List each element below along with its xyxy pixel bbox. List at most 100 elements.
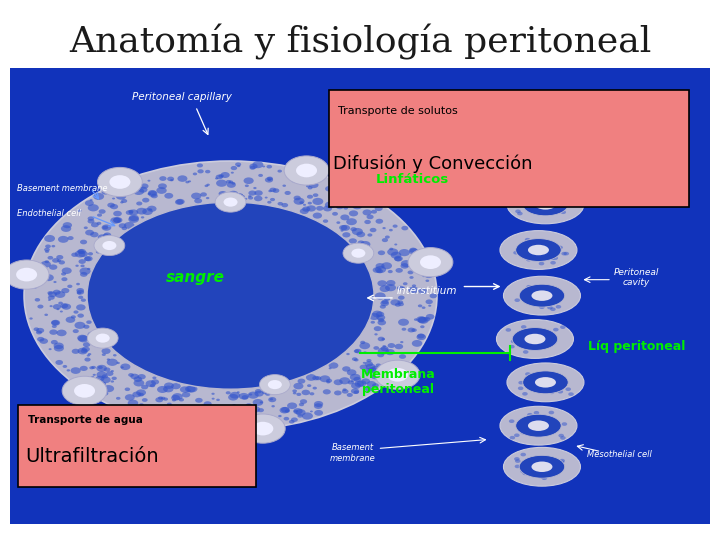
Ellipse shape xyxy=(516,239,561,261)
Ellipse shape xyxy=(523,193,568,216)
Circle shape xyxy=(399,354,406,359)
Circle shape xyxy=(379,285,390,292)
Circle shape xyxy=(258,174,263,177)
Circle shape xyxy=(428,305,431,307)
Circle shape xyxy=(215,406,220,409)
Circle shape xyxy=(282,203,288,207)
Circle shape xyxy=(521,325,526,329)
Circle shape xyxy=(68,236,73,240)
Circle shape xyxy=(505,328,511,332)
Circle shape xyxy=(549,256,555,260)
Circle shape xyxy=(148,193,151,195)
Circle shape xyxy=(85,230,94,235)
Circle shape xyxy=(164,382,174,389)
Circle shape xyxy=(102,241,117,250)
Circle shape xyxy=(291,417,298,422)
Circle shape xyxy=(84,256,91,261)
Circle shape xyxy=(348,380,354,384)
Circle shape xyxy=(553,192,559,196)
Circle shape xyxy=(141,216,144,219)
Circle shape xyxy=(60,310,63,313)
Circle shape xyxy=(51,320,59,325)
Circle shape xyxy=(536,335,541,339)
Circle shape xyxy=(374,346,379,350)
Circle shape xyxy=(121,199,127,203)
Ellipse shape xyxy=(500,406,577,445)
Circle shape xyxy=(510,436,515,440)
Circle shape xyxy=(204,401,212,407)
Circle shape xyxy=(249,422,259,428)
Circle shape xyxy=(149,208,152,211)
Circle shape xyxy=(392,225,397,228)
Circle shape xyxy=(76,381,85,387)
Circle shape xyxy=(172,393,183,400)
Circle shape xyxy=(400,341,403,343)
Circle shape xyxy=(51,245,55,247)
Circle shape xyxy=(265,392,271,396)
Circle shape xyxy=(312,198,323,205)
Circle shape xyxy=(538,330,544,334)
Ellipse shape xyxy=(531,110,552,120)
Circle shape xyxy=(161,415,170,421)
Circle shape xyxy=(341,214,349,220)
Circle shape xyxy=(333,198,339,202)
Circle shape xyxy=(269,187,276,192)
Circle shape xyxy=(237,165,240,167)
Circle shape xyxy=(269,397,276,402)
Circle shape xyxy=(197,169,204,173)
Circle shape xyxy=(159,176,166,181)
Circle shape xyxy=(148,191,158,197)
Circle shape xyxy=(414,318,418,321)
Circle shape xyxy=(182,392,190,397)
Circle shape xyxy=(372,383,379,388)
Circle shape xyxy=(254,190,263,196)
Circle shape xyxy=(76,288,84,293)
Circle shape xyxy=(376,363,381,367)
Circle shape xyxy=(312,193,318,197)
Circle shape xyxy=(522,420,528,423)
Circle shape xyxy=(336,221,341,224)
Circle shape xyxy=(513,251,519,254)
Circle shape xyxy=(128,216,139,223)
Circle shape xyxy=(122,227,127,230)
Circle shape xyxy=(102,374,108,379)
Circle shape xyxy=(342,389,348,394)
Circle shape xyxy=(51,340,58,345)
Circle shape xyxy=(260,401,263,403)
Circle shape xyxy=(37,337,45,341)
Circle shape xyxy=(99,382,106,386)
Circle shape xyxy=(117,362,120,364)
Circle shape xyxy=(74,384,95,397)
Circle shape xyxy=(240,195,245,198)
Circle shape xyxy=(235,163,241,166)
Circle shape xyxy=(416,316,426,322)
Circle shape xyxy=(325,186,334,192)
Circle shape xyxy=(559,463,564,467)
Circle shape xyxy=(191,193,202,199)
Circle shape xyxy=(554,155,559,159)
Circle shape xyxy=(343,388,346,391)
Circle shape xyxy=(519,336,525,340)
Circle shape xyxy=(61,288,69,293)
Circle shape xyxy=(564,252,569,255)
Circle shape xyxy=(369,228,377,232)
Circle shape xyxy=(359,342,370,349)
Circle shape xyxy=(45,245,51,248)
Circle shape xyxy=(204,417,207,420)
Circle shape xyxy=(548,464,553,467)
Circle shape xyxy=(332,212,338,216)
Circle shape xyxy=(84,256,93,261)
Circle shape xyxy=(78,249,86,254)
Circle shape xyxy=(58,260,65,265)
Circle shape xyxy=(552,150,558,153)
Circle shape xyxy=(424,272,433,278)
Circle shape xyxy=(526,258,531,261)
Circle shape xyxy=(378,336,384,341)
Circle shape xyxy=(80,240,87,244)
Circle shape xyxy=(113,211,122,217)
Circle shape xyxy=(306,185,310,187)
Circle shape xyxy=(134,376,142,382)
Circle shape xyxy=(531,201,537,205)
Circle shape xyxy=(81,265,85,267)
Circle shape xyxy=(412,340,423,347)
